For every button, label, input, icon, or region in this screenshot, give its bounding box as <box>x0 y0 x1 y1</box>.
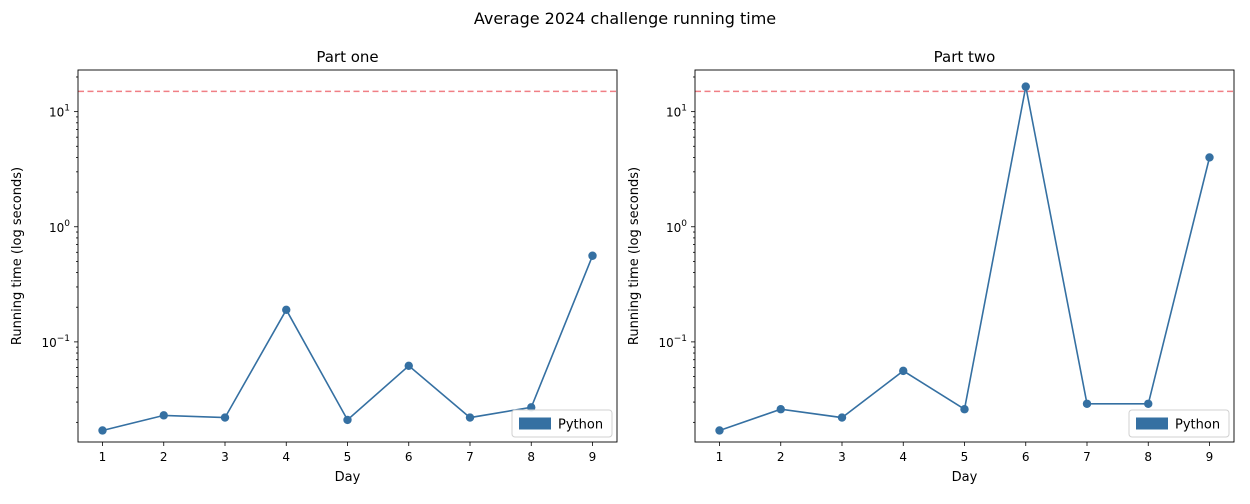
data-point <box>588 251 597 260</box>
legend-swatch <box>519 417 551 430</box>
x-tick-label: 8 <box>1144 450 1152 464</box>
data-point <box>98 426 107 435</box>
x-tick-label: 3 <box>838 450 846 464</box>
x-tick-label: 4 <box>899 450 907 464</box>
data-point <box>1082 399 1092 408</box>
data-point <box>282 305 291 314</box>
data-point <box>960 405 969 414</box>
legend: Python <box>1128 409 1230 438</box>
x-tick-label: 7 <box>1083 450 1091 464</box>
data-point <box>837 413 847 422</box>
axes-frame <box>694 69 1235 443</box>
panel-title: Part one <box>316 48 378 66</box>
x-tick-label: 3 <box>221 450 229 464</box>
x-tick-label: 1 <box>716 450 724 464</box>
x-tick-label: 2 <box>160 450 168 464</box>
x-tick-label: 6 <box>1022 450 1030 464</box>
x-tick-label: 6 <box>405 450 413 464</box>
x-tick-label: 2 <box>777 450 785 464</box>
data-point <box>1144 399 1153 408</box>
x-tick-label: 5 <box>961 450 969 464</box>
axes-frame <box>77 69 618 443</box>
x-tick-label: 5 <box>344 450 352 464</box>
data-point <box>159 411 168 420</box>
chart-panel-1: Part one 10−1 100 101 1 2 3 4 5 6 7 8 9 Day Running ti… <box>10 48 618 485</box>
data-point <box>465 413 475 422</box>
y-tick-label: 101 <box>666 104 687 120</box>
legend-box <box>511 409 613 438</box>
x-tick-label: 7 <box>466 450 474 464</box>
legend-swatch <box>1136 417 1168 430</box>
data-point <box>404 361 413 370</box>
x-tick-label: 4 <box>282 450 290 464</box>
x-tick-label: 9 <box>1206 450 1214 464</box>
figure-title: Average 2024 challenge running time <box>474 9 776 28</box>
series-line <box>102 255 594 432</box>
data-point <box>220 413 230 422</box>
y-axis-label: Running time (log seconds) <box>10 167 25 345</box>
legend-label: Python <box>558 418 603 433</box>
data-point <box>1205 153 1214 162</box>
series-line <box>719 86 1211 432</box>
x-axis-label: Day <box>952 470 978 485</box>
y-tick-label: 101 <box>49 104 70 120</box>
data-point <box>1021 82 1030 91</box>
legend: Python <box>511 409 613 438</box>
x-tick-label: 9 <box>589 450 597 464</box>
data-point <box>899 366 908 376</box>
x-tick-label: 1 <box>99 450 107 464</box>
x-tick-label: 8 <box>527 450 535 464</box>
x-axis-label: Day <box>335 470 361 485</box>
legend-box <box>1128 409 1230 438</box>
y-tick-label: 10−1 <box>658 334 687 350</box>
legend-label: Python <box>1175 418 1220 433</box>
y-axis-label: Running time (log seconds) <box>627 167 642 345</box>
data-point <box>527 403 536 412</box>
data-point <box>715 426 724 435</box>
chart-panel-2: Part two 10−1 100 101 1 2 3 4 5 6 7 8 9 Day Running ti… <box>627 48 1235 485</box>
y-tick-label: 10−1 <box>41 334 70 350</box>
panel-title: Part two <box>934 48 996 66</box>
y-tick-label: 100 <box>49 219 70 235</box>
y-tick-label: 100 <box>666 219 687 235</box>
data-point <box>776 405 785 414</box>
data-point <box>343 415 352 425</box>
